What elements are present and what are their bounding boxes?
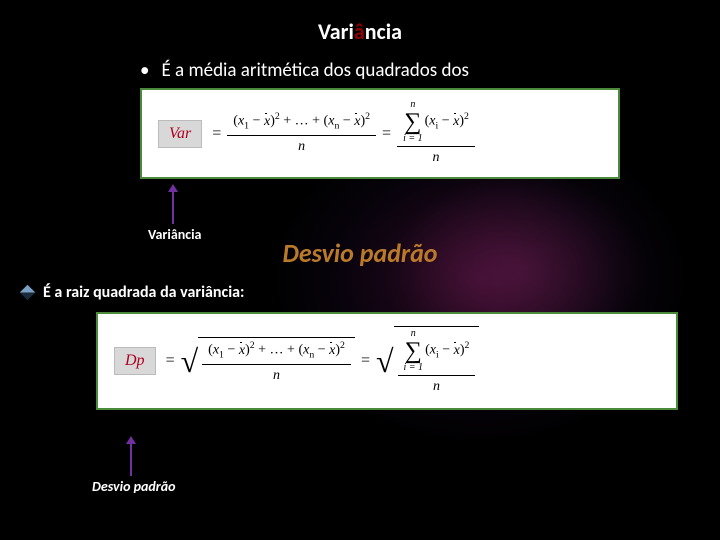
- variance-frac-sigma: n ∑ i = 1 (xi − x)2 n: [397, 100, 475, 167]
- t1p: Vari: [318, 18, 354, 45]
- stddev-bullet: É a raiz quadrada da variância:: [22, 283, 720, 302]
- variance-formula: = (x1 − x)2 + … + (xn − x)2 n = n ∑ i = …: [212, 100, 602, 167]
- variance-label: Var: [158, 120, 202, 148]
- equals-1: =: [212, 125, 221, 143]
- equals-4: =: [361, 352, 370, 370]
- t1a: â: [354, 18, 365, 45]
- equals-2: =: [382, 125, 391, 143]
- t1s: ncia: [365, 18, 402, 45]
- variance-bullet-text: É a média aritmética dos quadrados dos: [161, 59, 468, 82]
- stddev-bullet-text: É a raiz quadrada da variância:: [43, 283, 244, 302]
- stddev-formula: = √ (x1 − x)2 + … + (xn − x)2 n = √ n: [166, 326, 660, 396]
- variance-frac-expanded: (x1 − x)2 + … + (xn − x)2 n: [227, 111, 376, 156]
- stddev-arrow-caption: Desvio padrão: [92, 478, 176, 495]
- variance-arrow-caption: Variância: [148, 226, 201, 243]
- variance-arrow-icon: [172, 190, 174, 224]
- diamond-bullet-icon: [20, 285, 36, 301]
- variance-formula-box: Var = (x1 − x)2 + … + (xn − x)2 n = n ∑ …: [140, 88, 620, 179]
- stddev-arrow-icon: [130, 442, 132, 476]
- stddev-title: Desvio padrão: [0, 237, 720, 269]
- equals-3: =: [166, 352, 175, 370]
- variance-title-visible: Variância: [0, 18, 720, 45]
- bullet-dot-icon: •: [140, 59, 149, 82]
- sqrt-expanded: √ (x1 − x)2 + … + (xn − x)2 n: [181, 337, 355, 385]
- sqrt-sigma: √ n ∑ i = 1 (xi − x)2 n: [376, 326, 479, 396]
- stddev-formula-box: Dp = √ (x1 − x)2 + … + (xn − x)2 n = √: [96, 312, 678, 410]
- variance-bullet: • É a média aritmética dos quadrados dos: [140, 59, 720, 82]
- stddev-label: Dp: [114, 347, 156, 375]
